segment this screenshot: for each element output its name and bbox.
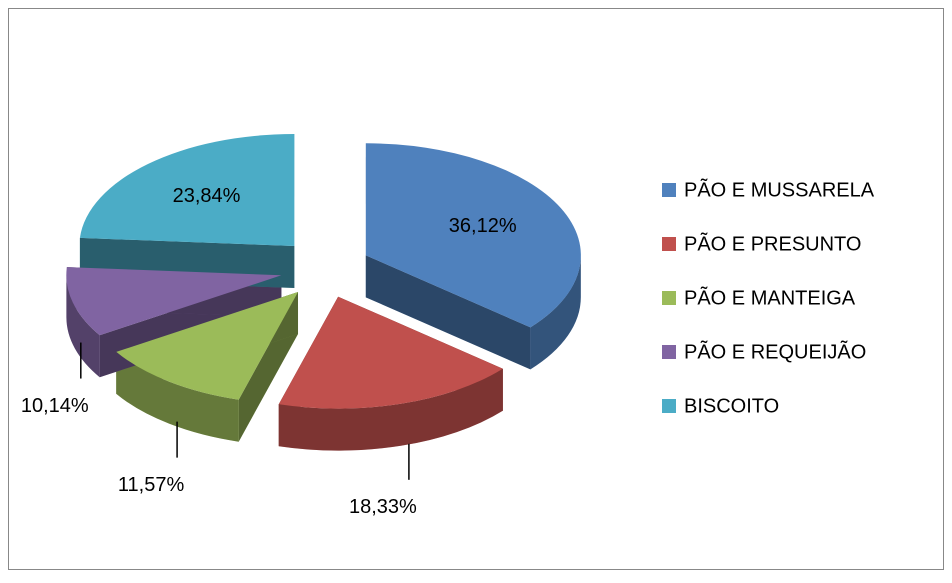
legend-label: PÃO E REQUEIJÃO bbox=[684, 339, 866, 363]
legend-label: BISCOITO bbox=[684, 395, 779, 417]
data-label: 10,14% bbox=[21, 395, 89, 417]
legend-swatch bbox=[662, 345, 676, 359]
legend-swatch bbox=[662, 237, 676, 251]
legend-swatch bbox=[662, 291, 676, 305]
legend-swatch bbox=[662, 183, 676, 197]
legend-label: PÃO E PRESUNTO bbox=[684, 231, 861, 255]
data-label: 36,12% bbox=[449, 215, 517, 237]
data-label: 11,57% bbox=[118, 474, 185, 496]
legend-label: PÃO E MUSSARELA bbox=[684, 177, 875, 201]
legend-swatch bbox=[662, 399, 676, 413]
legend-label: PÃO E MANTEIGA bbox=[684, 285, 856, 309]
data-label: 18,33% bbox=[349, 496, 417, 518]
data-label: 23,84% bbox=[173, 185, 241, 207]
